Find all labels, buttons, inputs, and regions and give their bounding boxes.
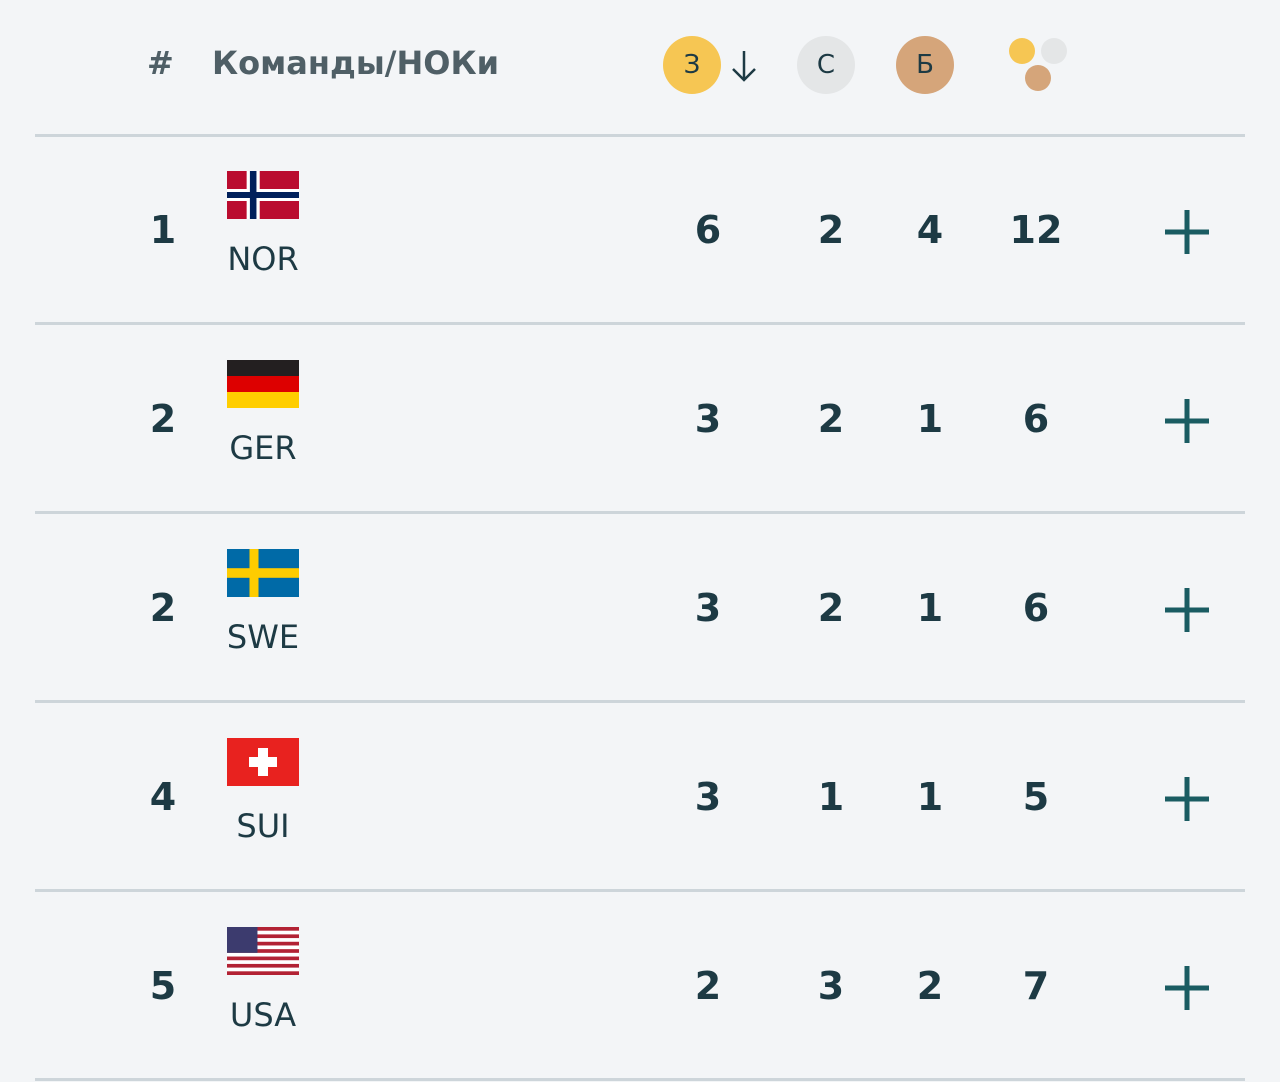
gold-header[interactable]: З	[663, 36, 721, 94]
total-count: 6	[1022, 397, 1050, 441]
separator	[35, 134, 1245, 137]
bronze-header[interactable]: Б	[896, 36, 954, 94]
table-row: 5 USA 2 3 2 7	[0, 892, 1280, 1081]
bronze-count: 1	[916, 586, 944, 630]
flag	[227, 738, 299, 786]
rank: 2	[149, 397, 177, 441]
rank: 4	[149, 775, 177, 819]
rank: 5	[149, 964, 177, 1008]
table-row: 4 SUI 3 1 1 5	[0, 703, 1280, 892]
total-count: 12	[1009, 208, 1063, 252]
gold-count: 6	[694, 208, 722, 252]
separator	[35, 322, 1245, 325]
team-header[interactable]: Команды/НОКи	[212, 44, 500, 82]
flag	[227, 927, 299, 975]
flag	[227, 549, 299, 597]
total-icon[interactable]	[1006, 36, 1072, 96]
flag	[227, 360, 299, 408]
country-code[interactable]: GER	[229, 429, 297, 467]
gold-count: 3	[694, 586, 722, 630]
table-row: 2 SWE 3 2 1 6	[0, 514, 1280, 703]
bronze-count: 2	[916, 964, 944, 1008]
country-code[interactable]: USA	[229, 996, 297, 1034]
country-code[interactable]: SWE	[226, 618, 300, 656]
expand-button[interactable]	[1163, 775, 1211, 823]
gold-count: 3	[694, 397, 722, 441]
expand-button[interactable]	[1163, 586, 1211, 634]
sort-arrow[interactable]	[728, 48, 760, 84]
silver-count: 1	[817, 775, 845, 819]
total-count: 7	[1022, 964, 1050, 1008]
country-code[interactable]: SUI	[236, 807, 290, 845]
rank: 2	[149, 586, 177, 630]
silver-count: 2	[817, 208, 845, 252]
bronze-count: 1	[916, 397, 944, 441]
expand-button[interactable]	[1163, 208, 1211, 256]
silver-count: 2	[817, 397, 845, 441]
separator	[35, 889, 1245, 892]
silver-count: 2	[817, 586, 845, 630]
separator	[35, 511, 1245, 514]
total-count: 5	[1022, 775, 1050, 819]
rank-header: #	[147, 44, 174, 82]
gold-count: 3	[694, 775, 722, 819]
flag	[227, 171, 299, 219]
expand-button[interactable]	[1163, 397, 1211, 445]
silver-count: 3	[817, 964, 845, 1008]
country-code[interactable]: NOR	[227, 240, 299, 278]
bronze-count: 1	[916, 775, 944, 819]
silver-header[interactable]: С	[797, 36, 855, 94]
table-row: 1 NOR 6 2 4 12	[0, 136, 1280, 325]
rank: 1	[149, 208, 177, 252]
separator	[35, 1078, 1245, 1081]
gold-count: 2	[694, 964, 722, 1008]
table-row: 2 GER 3 2 1 6	[0, 325, 1280, 514]
expand-button[interactable]	[1163, 964, 1211, 1012]
total-count: 6	[1022, 586, 1050, 630]
separator	[35, 700, 1245, 703]
bronze-count: 4	[916, 208, 944, 252]
